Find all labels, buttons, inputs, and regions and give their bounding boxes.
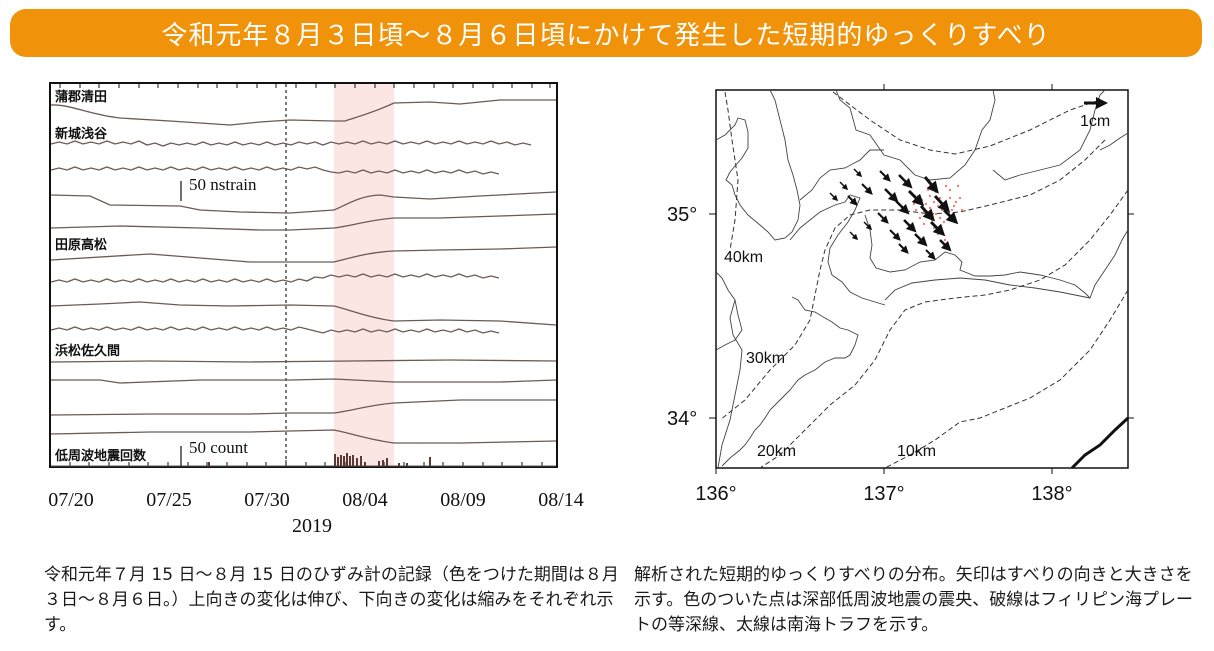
trace-3 [50, 166, 500, 175]
lfe-histogram [208, 453, 431, 466]
map-axis-labels: 35° 34° 136° 137° 138° [667, 204, 1073, 505]
nankai-trough [1070, 416, 1130, 470]
x-tick-labels: 07/20 07/25 07/30 08/04 08/09 08/14 [48, 489, 584, 511]
svg-text:07/25: 07/25 [146, 489, 192, 511]
station-label: 低周波地震回数 [54, 448, 147, 464]
coastlines [715, 89, 1129, 469]
station-label: 田原高松 [55, 237, 107, 253]
svg-text:35°: 35° [667, 204, 697, 226]
svg-text:34°: 34° [667, 408, 697, 430]
strain-chart: 50 nstrain 50 count 蒲郡清田 新城浅谷 田原高松 浜松佐久間… [0, 60, 607, 550]
svg-text:10km: 10km [897, 443, 936, 460]
svg-text:08/14: 08/14 [538, 489, 584, 511]
map-frame [715, 89, 1129, 469]
slip-map-svg: 1cm 40km 30km 20km 10km 35° 34° 136° 137… [667, 84, 1134, 505]
trace-11 [51, 378, 557, 384]
svg-text:138°: 138° [1031, 483, 1072, 505]
trace-6 [50, 246, 557, 263]
trace-2 [50, 140, 532, 147]
station-label: 浜松佐久間 [55, 343, 120, 359]
trace-8 [50, 301, 557, 326]
strain-chart-svg: 50 nstrain 50 count 蒲郡清田 新城浅谷 田原高松 浜松佐久間… [48, 82, 584, 537]
svg-text:07/30: 07/30 [244, 489, 290, 511]
isodepth-contours [719, 91, 1129, 469]
svg-text:136°: 136° [695, 483, 736, 505]
strain-caption-text: 令和元年７月 15 日～８月 15 日のひずみ計の記録（色をつけた期間は８月３日… [44, 565, 619, 635]
top-ticks [59, 83, 551, 88]
x-axis-label: 2019 [292, 515, 332, 537]
slip-arrows [829, 168, 959, 260]
svg-text:40km: 40km [724, 249, 763, 266]
trace-5 [50, 213, 557, 231]
trace-7 [50, 273, 500, 283]
trace-10 [50, 359, 557, 363]
nstrain-scale-label: 50 nstrain [189, 175, 257, 194]
contour-labels: 40km 30km 20km 10km [724, 249, 936, 460]
svg-text:08/04: 08/04 [342, 489, 388, 511]
svg-text:20km: 20km [757, 443, 796, 460]
title-banner: 令和元年８月３日頃～８月６日頃にかけて発生した短期的ゆっくりすべり [10, 9, 1202, 57]
trace-13 [50, 429, 557, 444]
station-label: 蒲郡清田 [55, 89, 107, 105]
trace-12 [50, 399, 556, 416]
map-caption: 解析された短期的ゆっくりすべりの分布。矢印はすべりの向きと大きさを示す。色のつい… [634, 563, 1204, 638]
strain-traces [50, 99, 557, 467]
svg-text:07/20: 07/20 [48, 489, 94, 511]
svg-text:137°: 137° [863, 483, 904, 505]
map-ticks [709, 84, 1134, 474]
trace-1 [50, 99, 556, 126]
svg-text:08/09: 08/09 [440, 489, 486, 511]
station-label: 新城浅谷 [55, 126, 108, 142]
count-scale-label: 50 count [189, 438, 248, 457]
scale-arrow-label: 1cm [1080, 113, 1110, 130]
slip-map: 1cm 40km 30km 20km 10km 35° 34° 136° 137… [640, 60, 1214, 550]
trace-4 [50, 191, 557, 214]
map-caption-text: 解析された短期的ゆっくりすべりの分布。矢印はすべりの向きと大きさを示す。色のつい… [634, 565, 1193, 635]
svg-text:30km: 30km [746, 350, 785, 367]
plot-frame [49, 82, 558, 468]
trace-9 [50, 326, 500, 334]
banner-title: 令和元年８月３日頃～８月６日頃にかけて発生した短期的ゆっくりすべり [161, 20, 1051, 51]
strain-caption: 令和元年７月 15 日～８月 15 日のひずみ計の記録（色をつけた期間は８月３日… [44, 563, 622, 638]
